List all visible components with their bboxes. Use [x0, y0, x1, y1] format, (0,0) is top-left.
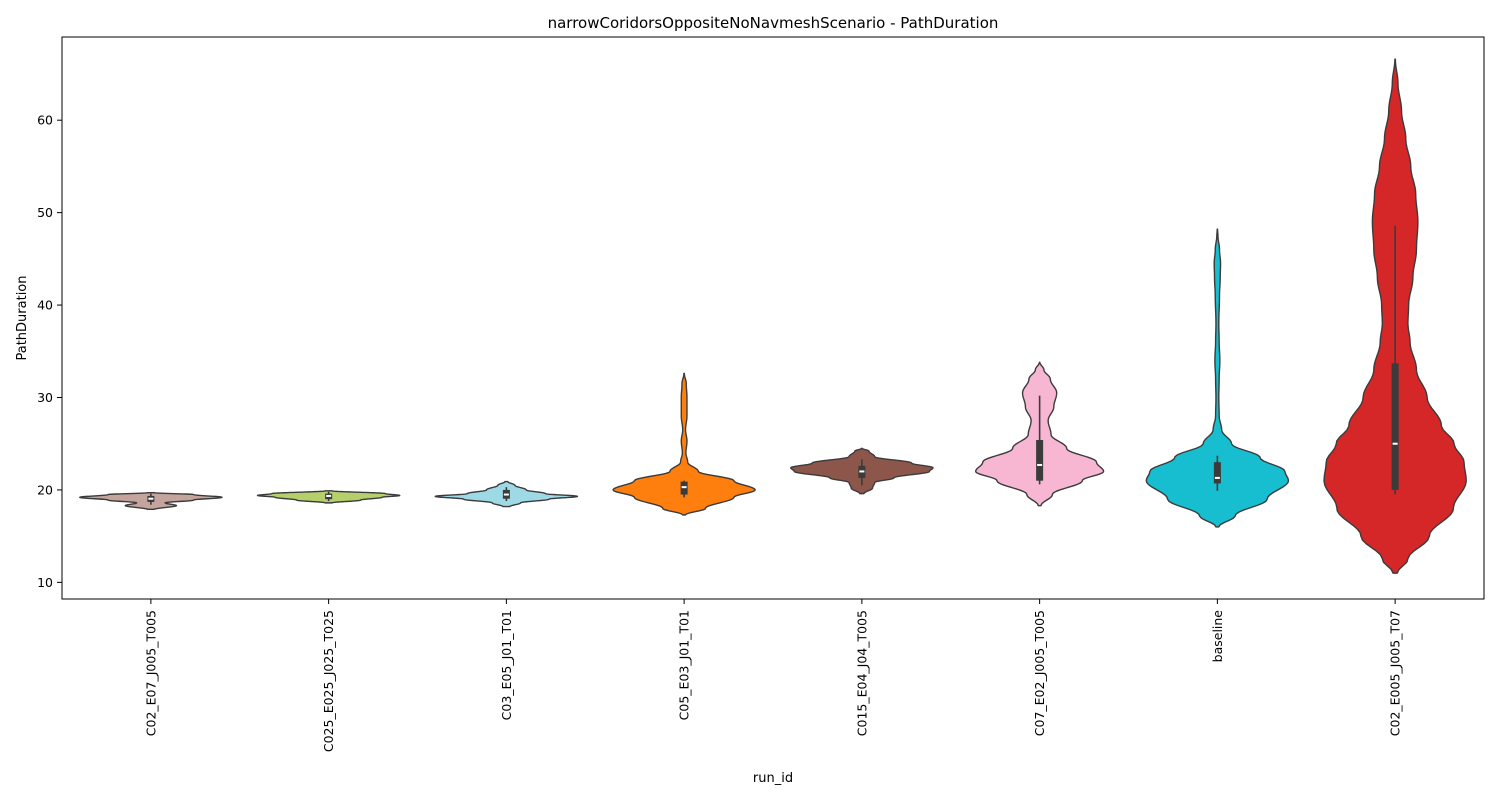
violin-box-7 — [1213, 462, 1221, 484]
y-tick-label: 10 — [37, 575, 53, 590]
x-tick-label: C02_E07_J005_T005 — [143, 610, 158, 736]
y-tick-label: 40 — [37, 298, 53, 313]
chart-title: narrowCoridorsOppositeNoNavmeshScenario … — [548, 14, 999, 32]
violin-box-6 — [1036, 440, 1044, 481]
x-tick-label: C03_E05_J01_T01 — [499, 610, 514, 720]
x-tick-label: C02_E005_J005_T07 — [1388, 610, 1403, 736]
x-tick-label: C05_E03_J01_T01 — [677, 610, 692, 720]
x-tick-label: C07_E02_J005_T005 — [1032, 610, 1047, 736]
x-tick-label: baseline — [1210, 610, 1225, 663]
y-axis-ticks: 10 20 30 40 50 60 — [37, 113, 62, 590]
y-tick-label: 50 — [37, 205, 53, 220]
violin-4 — [612, 372, 756, 516]
y-tick-label: 20 — [37, 482, 53, 497]
x-axis-title: run_id — [753, 771, 793, 786]
violin-box-8 — [1391, 363, 1399, 490]
x-axis-ticks: C02_E07_J005_T005 C025_E025_J025_T025 C03_… — [143, 599, 1403, 752]
x-tick-label: C025_E025_J025_T025 — [321, 610, 336, 752]
plot-frame — [61, 36, 1485, 600]
y-tick-label: 60 — [37, 113, 53, 128]
x-tick-label: C015_E04_J04_T005 — [854, 610, 869, 736]
violin-7 — [1145, 228, 1290, 528]
y-tick-label: 30 — [37, 390, 53, 405]
violins — [79, 58, 1467, 574]
y-axis-title: PathDuration — [15, 275, 30, 360]
